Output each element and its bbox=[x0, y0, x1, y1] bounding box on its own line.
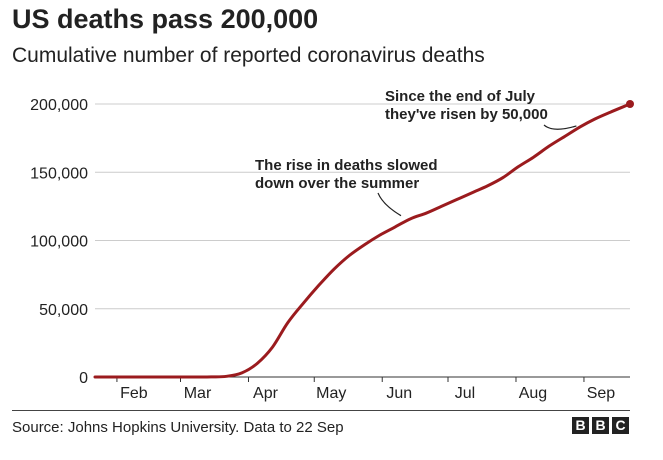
y-tick-label: 50,000 bbox=[39, 302, 88, 319]
annotation-summer-pointer bbox=[377, 192, 402, 217]
x-tick-label: Apr bbox=[253, 385, 279, 402]
x-tick-label: Aug bbox=[519, 385, 547, 402]
x-tick-label: Jul bbox=[455, 385, 475, 402]
x-tick-label: Feb bbox=[120, 385, 148, 402]
deaths-line bbox=[93, 102, 632, 379]
series-layer bbox=[93, 100, 634, 379]
line-chart: 0 50,000 100,000 150,000 200,000 Feb Mar Apr Ma… bbox=[30, 88, 634, 402]
logo-letter-b1: B bbox=[572, 417, 589, 434]
y-tick-label: 100,000 bbox=[30, 234, 88, 251]
end-point-marker bbox=[626, 100, 634, 108]
annotation-july: Since the end of July they've risen by 50… bbox=[385, 88, 548, 123]
logo-letter-c: C bbox=[612, 417, 629, 434]
x-tick-label: Jun bbox=[386, 385, 412, 402]
y-tick-label: 0 bbox=[79, 370, 88, 387]
logo-letter-b2: B bbox=[592, 417, 609, 434]
x-tick-label: Mar bbox=[184, 385, 212, 402]
x-tick-label: May bbox=[316, 385, 346, 402]
annotation-july-pointer bbox=[543, 124, 577, 130]
annotations: The rise in deaths slowed down over the s… bbox=[255, 88, 577, 217]
x-tick-label: Sep bbox=[587, 385, 616, 402]
bbc-logo: B B C bbox=[572, 417, 629, 434]
chart-subtitle: Cumulative number of reported coronaviru… bbox=[12, 44, 485, 67]
y-axis-labels: 0 50,000 100,000 150,000 200,000 bbox=[30, 97, 88, 387]
footer-divider bbox=[12, 410, 630, 411]
chart-title: US deaths pass 200,000 bbox=[12, 4, 319, 34]
annotation-summer-line: down over the summer bbox=[255, 175, 419, 192]
annotation-july-line: they've risen by 50,000 bbox=[385, 106, 548, 123]
x-axis-labels: Feb Mar Apr May Jun Jul Aug Sep bbox=[116, 377, 616, 402]
y-tick-label: 200,000 bbox=[30, 97, 88, 114]
y-tick-label: 150,000 bbox=[30, 165, 88, 182]
gridlines bbox=[95, 103, 630, 378]
annotation-summer-line: The rise in deaths slowed bbox=[255, 157, 438, 174]
source-note: Source: Johns Hopkins University. Data t… bbox=[12, 419, 344, 436]
annotation-july-line: Since the end of July bbox=[385, 88, 536, 105]
annotation-summer: The rise in deaths slowed down over the s… bbox=[255, 157, 438, 192]
